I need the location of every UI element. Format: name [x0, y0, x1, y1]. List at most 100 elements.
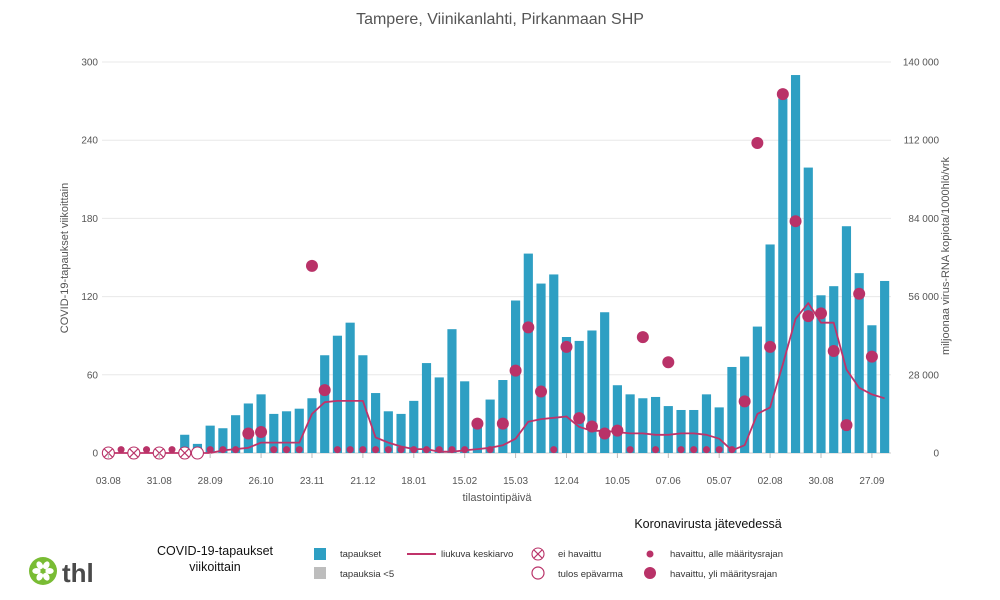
above-limit-marker [305, 259, 318, 272]
x-tick-label: 07.06 [656, 476, 681, 487]
bar [790, 75, 801, 454]
above-limit-marker [738, 395, 751, 408]
bar [256, 394, 266, 453]
below-limit-marker [448, 446, 456, 454]
above-limit-marker [573, 412, 586, 425]
above-limit-marker [255, 426, 268, 439]
below-limit-marker [486, 446, 494, 454]
below-limit-marker [206, 446, 214, 454]
bar [854, 273, 864, 453]
above-limit-marker [751, 136, 764, 149]
not-detected-cross [533, 549, 543, 559]
bar [829, 286, 839, 453]
above-limit-marker [242, 427, 255, 440]
bar [650, 396, 661, 453]
below-limit-marker [219, 446, 227, 454]
x-tick-label: 23.11 [300, 476, 325, 487]
bar [358, 355, 368, 453]
bar [561, 337, 572, 453]
bar [409, 400, 419, 453]
legend-swatch-not-detected [531, 547, 545, 561]
y-tick-left: 180 [81, 214, 98, 225]
bar [447, 329, 457, 453]
y-tick-right: 140 000 [903, 58, 940, 69]
above-limit-marker [318, 384, 331, 397]
below-limit-marker [372, 446, 380, 454]
above-limit-marker [815, 307, 828, 320]
above-limit-marker [802, 310, 815, 323]
bar [180, 434, 190, 453]
legend: Koronavirusta jätevedessä COVID-19-tapau… [156, 517, 783, 580]
thl-flower-icon [29, 557, 57, 585]
below-limit-marker [677, 446, 685, 454]
logo-petal [36, 572, 44, 581]
below-limit-marker [461, 446, 469, 454]
bar [701, 394, 712, 453]
above-limit-marker [471, 417, 484, 430]
legend-label-uncertain: tulos epävarma [558, 569, 624, 580]
legend-label-above: havaittu, yli määritysrajan [670, 569, 777, 580]
bar [460, 381, 470, 453]
y-tick-right: 84 000 [908, 214, 939, 225]
x-tick-label: 12.04 [554, 476, 579, 487]
below-limit-marker [359, 446, 367, 454]
below-limit-marker [715, 446, 723, 454]
above-limit-marker [853, 287, 866, 300]
not-detected-marker [127, 446, 141, 460]
x-tick-label: 21.12 [350, 476, 375, 487]
above-limit-marker [611, 424, 624, 437]
below-limit-marker [728, 446, 736, 454]
thl-logo: thl [29, 557, 94, 588]
bar [880, 280, 890, 453]
y-tick-right: 112 000 [904, 136, 940, 147]
bar [485, 399, 495, 453]
bar [294, 408, 304, 453]
x-tick-label: 15.03 [503, 476, 528, 487]
bar [498, 380, 508, 453]
legend-title-cases: COVID-19-tapaukset viikoittain [156, 544, 274, 574]
bar [383, 411, 393, 453]
bar [371, 393, 381, 453]
bar [523, 253, 533, 453]
bar [218, 428, 228, 453]
bar [663, 406, 673, 453]
bar-series [180, 75, 890, 454]
below-limit-marker [435, 446, 443, 454]
y-axis-left: 0 60 120 180 240 300 [81, 58, 98, 460]
below-limit-marker [283, 446, 291, 454]
bar [269, 413, 279, 453]
bar [612, 385, 622, 453]
x-tick-label: 31.08 [147, 476, 172, 487]
above-limit-marker [560, 340, 573, 353]
above-limit-marker [776, 88, 789, 101]
below-limit-marker [384, 446, 392, 454]
legend-label-not-detected: ei havaittu [558, 549, 601, 560]
not-detected-marker [531, 547, 545, 561]
y-tick-right: 56 000 [908, 292, 939, 303]
above-limit-marker [598, 427, 611, 440]
above-limit-marker [585, 420, 598, 433]
y-tick-left: 120 [81, 292, 98, 303]
x-tick-label: 03.08 [96, 476, 121, 487]
x-tick-label: 02.08 [758, 476, 783, 487]
y-tick-right: 28 000 [908, 370, 939, 381]
legend-swatch-above [644, 567, 656, 579]
below-limit-marker [117, 446, 125, 454]
bar [714, 407, 724, 453]
bar [638, 398, 648, 453]
y-tick-left: 300 [81, 58, 98, 69]
above-limit-marker [764, 340, 777, 353]
uncertain-marker [190, 446, 204, 460]
bar [307, 398, 317, 453]
logo-petal [36, 561, 44, 570]
legend-label-moving-average: liukuva keskiarvo [441, 549, 513, 560]
bar [205, 425, 215, 453]
below-limit-marker [626, 446, 634, 454]
above-limit-marker [509, 364, 522, 377]
below-limit-marker [143, 446, 151, 454]
x-tick-label: 30.08 [808, 476, 833, 487]
below-limit-marker [410, 446, 418, 454]
bar [549, 274, 559, 453]
below-limit-marker [550, 446, 558, 454]
logo-text: thl [62, 558, 94, 588]
